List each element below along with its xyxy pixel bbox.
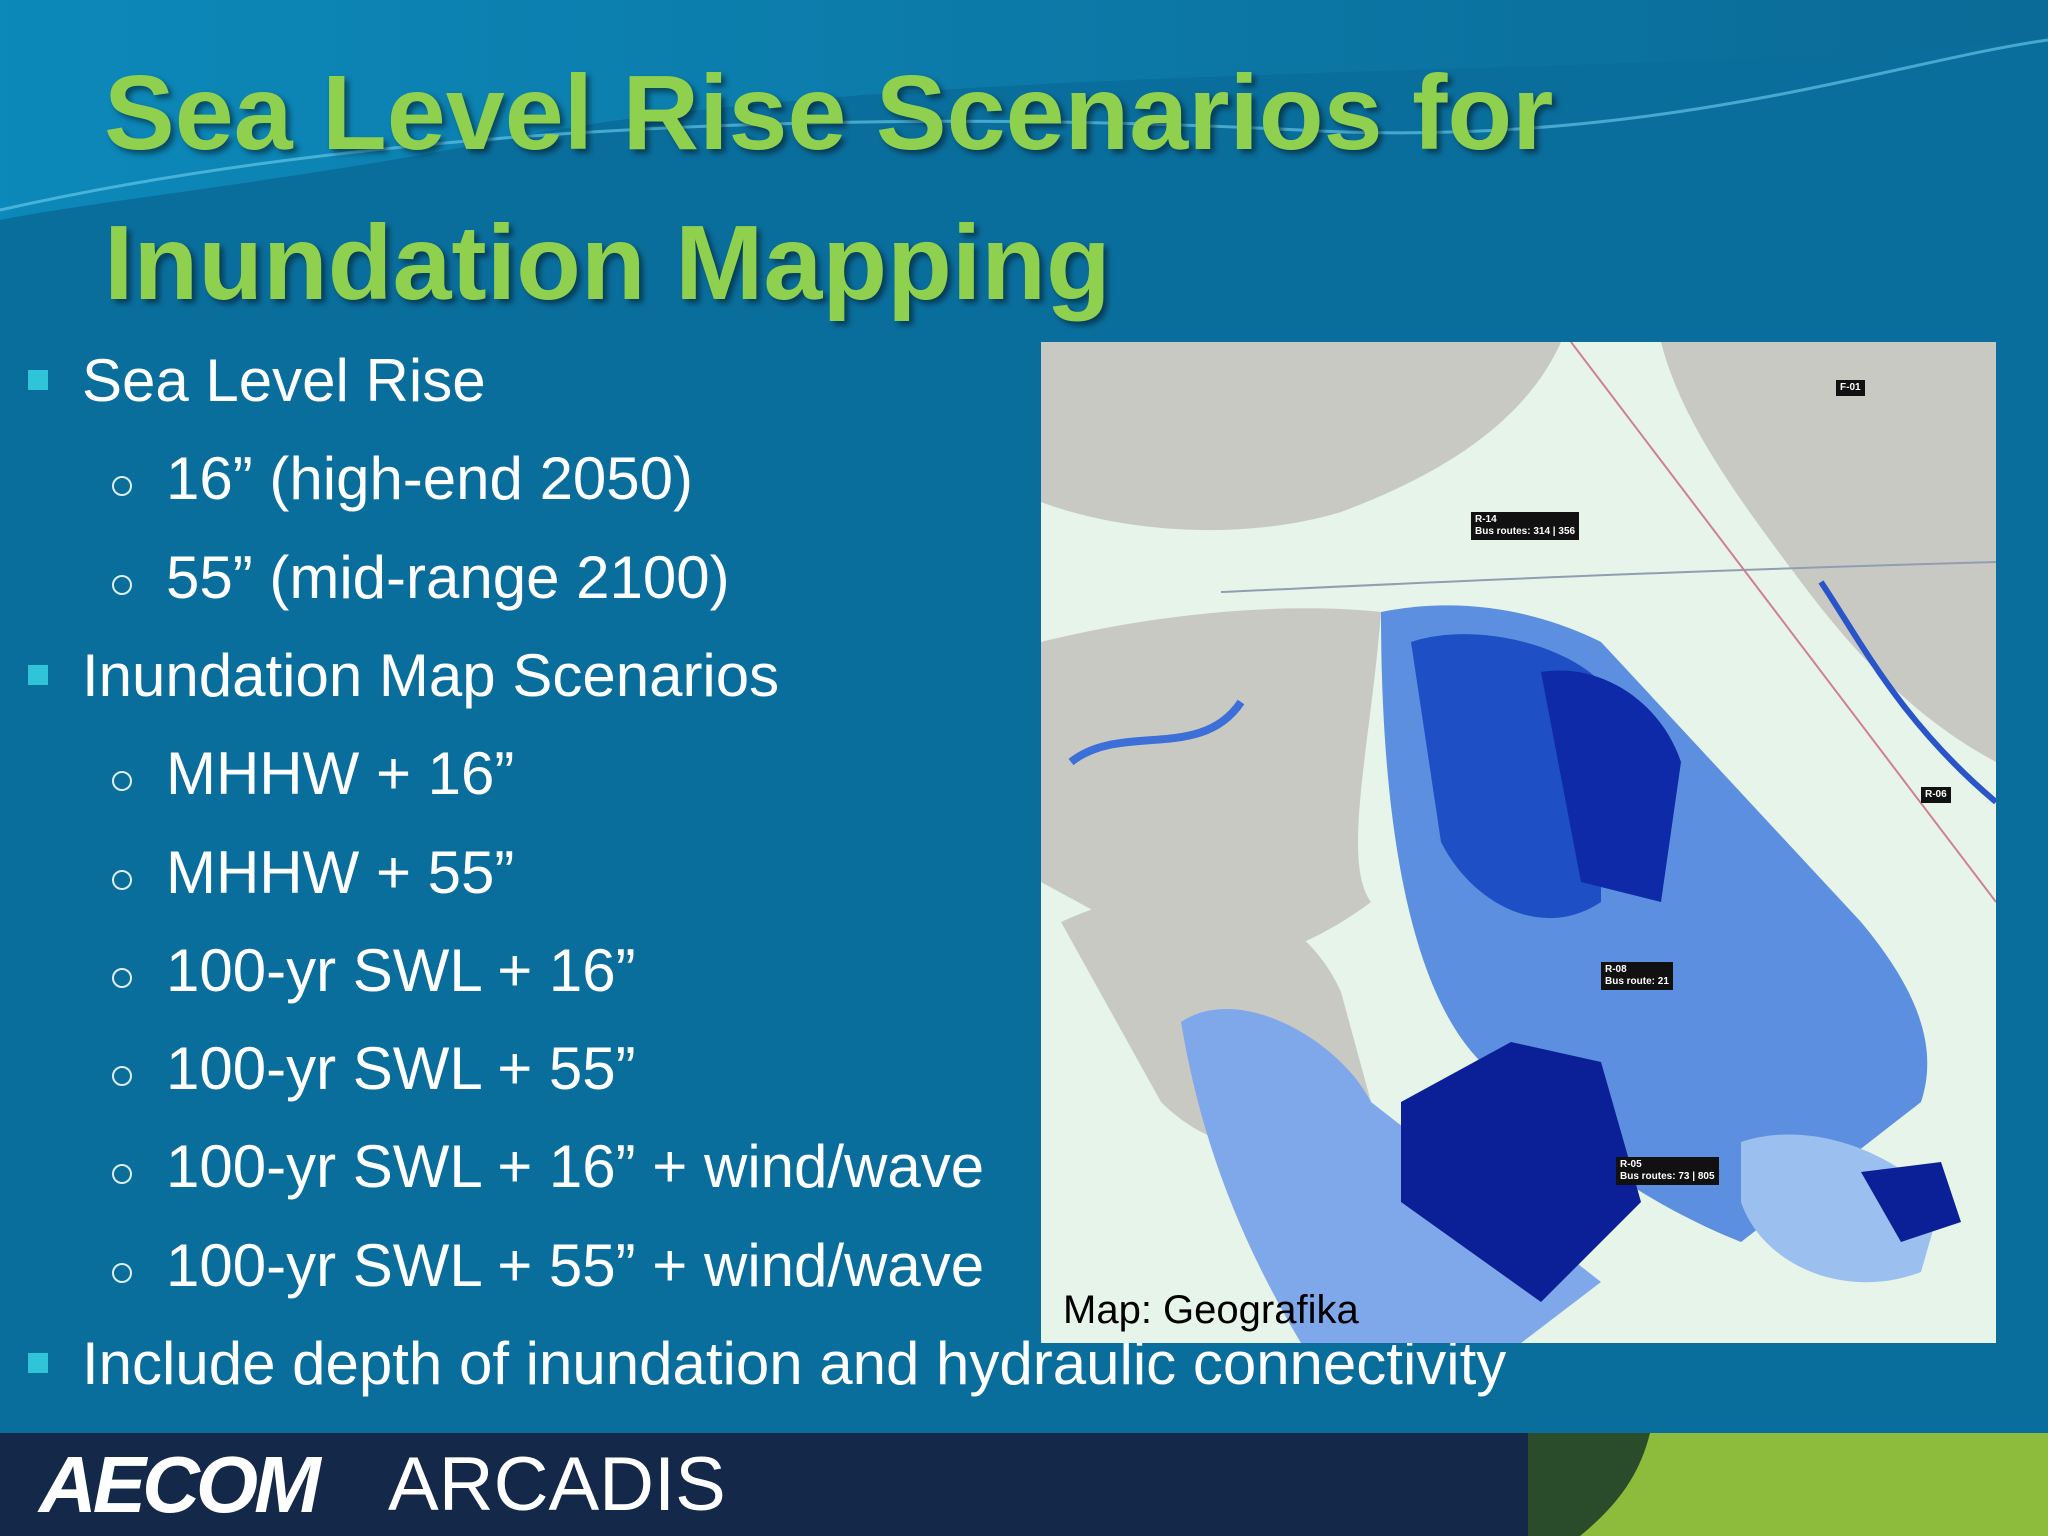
map-label-id: R-05 xyxy=(1620,1159,1642,1170)
sub-bullet-text: 100-yr SWL + 16” + wind/wave xyxy=(166,1133,985,1201)
map-drawing xyxy=(1041,342,1996,1343)
footer-art xyxy=(1528,1433,2048,1536)
sub-bullet-text: 55” (mid-range 2100) xyxy=(166,543,730,611)
sub-bullet-marker xyxy=(112,1066,132,1087)
sub-bullet-marker xyxy=(112,869,132,890)
map-label-id: F-01 xyxy=(1840,382,1861,393)
sub-bullet-marker xyxy=(112,967,132,988)
map-caption: Map: Geografika xyxy=(1063,1288,1359,1332)
sub-bullet-text: MHHW + 16” xyxy=(166,740,515,808)
map-label-id: R-08 xyxy=(1605,964,1627,975)
bullet-marker xyxy=(28,664,48,685)
sub-bullet-marker xyxy=(112,1262,132,1283)
bullet-text: Sea Level Rise xyxy=(82,347,486,414)
map-image: F-01 R-14 Bus routes: 314 | 356 R-08 Bus rou… xyxy=(1041,342,1996,1343)
sub-bullet-marker xyxy=(112,1164,132,1185)
map-label-detail: Bus route: 21 xyxy=(1605,976,1669,987)
slide-title: Sea Level Rise Scenarios for Inundation … xyxy=(104,54,1554,322)
sub-bullet-text: 16” (high-end 2050) xyxy=(166,445,694,513)
logo: AECOM xyxy=(39,1440,321,1529)
map-label: F-01 xyxy=(1836,380,1865,396)
map-label-detail: Bus routes: 73 | 805 xyxy=(1620,1171,1715,1182)
sub-bullet-text: 100-yr SWL + 55” + wind/wave xyxy=(166,1231,985,1299)
map-label-detail: Bus routes: 314 | 356 xyxy=(1475,526,1576,537)
sub-bullet-text: 100-yr SWL + 16” xyxy=(166,936,636,1004)
sub-bullet-text: MHHW + 55” xyxy=(166,838,515,906)
map-label-id: R-14 xyxy=(1475,514,1497,525)
map-label: R-08 Bus route: 21 xyxy=(1601,962,1673,990)
sub-bullet-marker xyxy=(112,476,132,497)
footer: AECOM ARCADIS xyxy=(0,1433,2048,1536)
map-label: R-14 Bus routes: 314 | 356 xyxy=(1471,512,1580,540)
bullet-text: Inundation Map Scenarios xyxy=(82,641,780,709)
map-label: R-06 xyxy=(1921,787,1951,803)
sub-bullet-marker xyxy=(112,574,132,595)
sub-bullet-marker xyxy=(112,771,132,792)
map-label-id: R-06 xyxy=(1925,789,1947,800)
bullet-marker xyxy=(28,1353,48,1373)
bullet-marker xyxy=(28,370,48,390)
sub-bullet-text: 100-yr SWL + 55” xyxy=(166,1035,636,1103)
map-label: R-05 Bus routes: 73 | 805 xyxy=(1616,1157,1719,1185)
logo: ARCADIS xyxy=(388,1442,726,1527)
